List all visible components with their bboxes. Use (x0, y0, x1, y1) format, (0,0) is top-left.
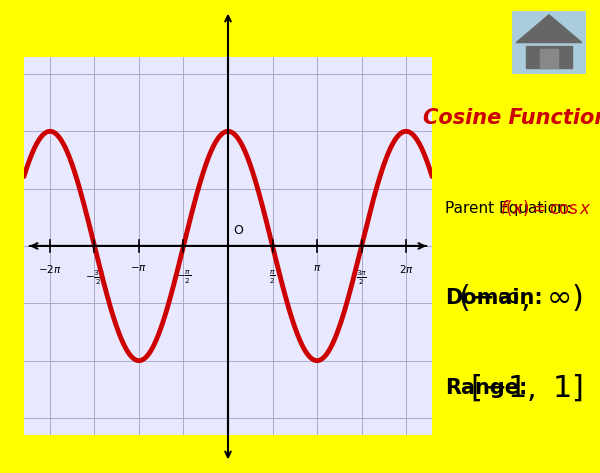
Text: $\frac{\pi}{2}$: $\frac{\pi}{2}$ (269, 269, 276, 286)
Text: $[-1,\ 1]$: $[-1,\ 1]$ (470, 373, 583, 403)
Text: Parent Equation:: Parent Equation: (445, 201, 572, 216)
Text: $(-\infty,\ \infty)$: $(-\infty,\ \infty)$ (458, 282, 583, 314)
Text: $-\frac{3\pi}{2}$: $-\frac{3\pi}{2}$ (85, 269, 104, 288)
Text: Domain:: Domain: (445, 288, 543, 308)
Text: $2\pi$: $2\pi$ (398, 263, 413, 275)
Polygon shape (526, 46, 572, 68)
Text: Cosine Function: Cosine Function (423, 108, 600, 128)
Text: $\frac{3\pi}{2}$: $\frac{3\pi}{2}$ (356, 269, 367, 288)
Text: $-2\pi$: $-2\pi$ (38, 263, 62, 275)
Text: O: O (233, 224, 243, 237)
Polygon shape (539, 49, 559, 68)
Text: $-\pi$: $-\pi$ (130, 263, 148, 273)
Polygon shape (516, 15, 582, 43)
Text: $\pi$: $\pi$ (313, 263, 321, 273)
Text: Range:: Range: (445, 378, 528, 398)
Text: $f(x) = \cos x$: $f(x) = \cos x$ (500, 198, 592, 218)
Text: $-\frac{\pi}{2}$: $-\frac{\pi}{2}$ (176, 269, 191, 286)
